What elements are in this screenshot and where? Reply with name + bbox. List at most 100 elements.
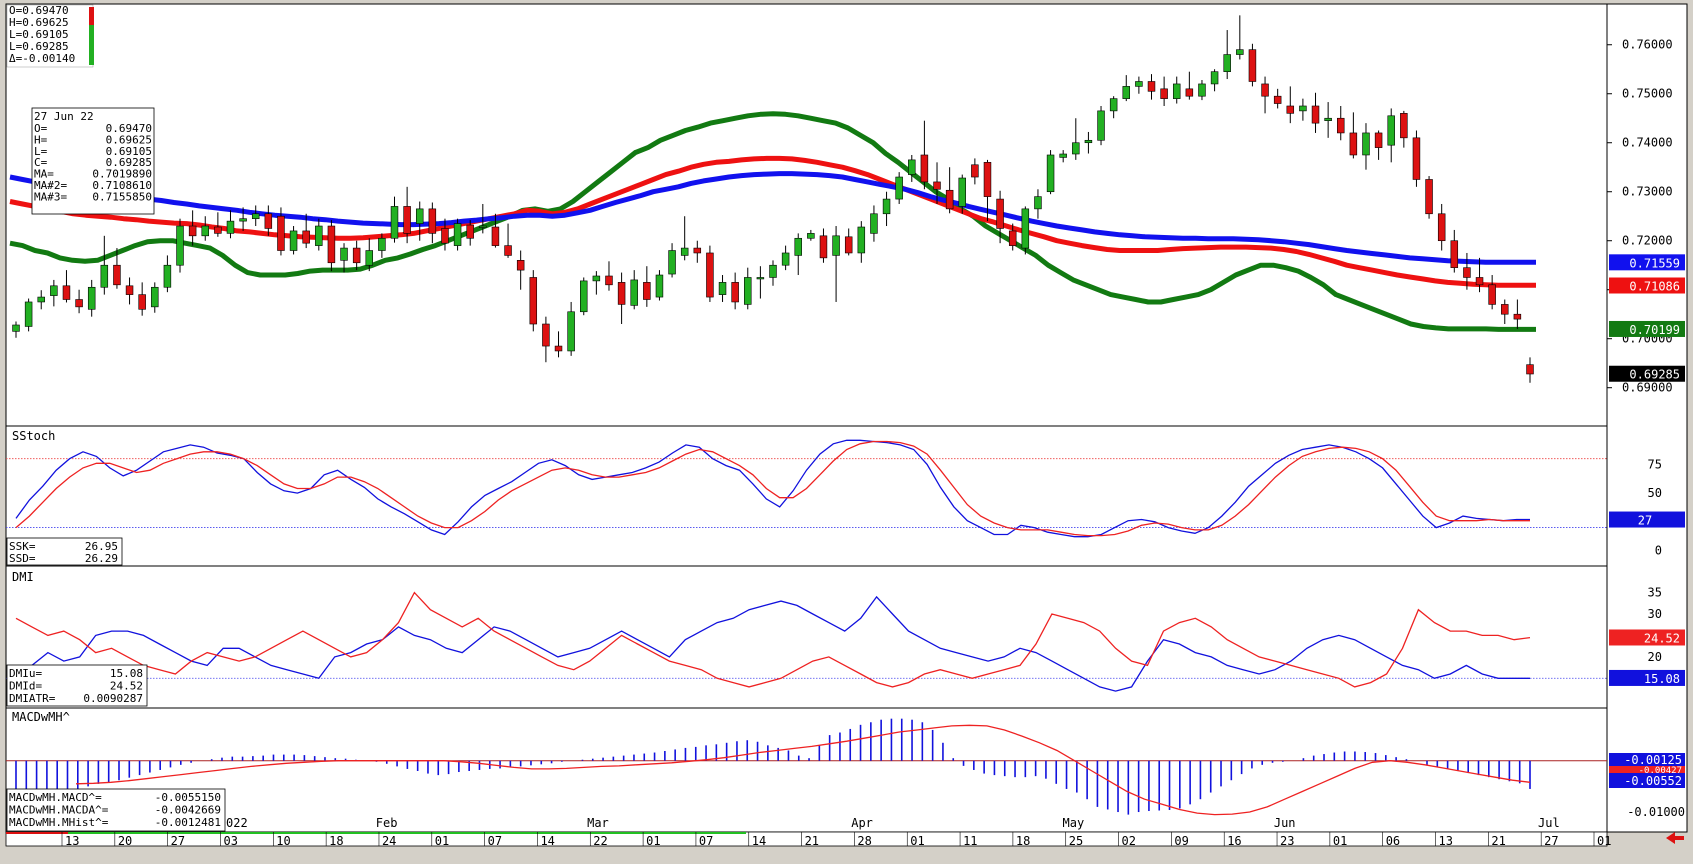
ohlc-line-last: L=0.69285 bbox=[9, 40, 69, 53]
candle-body bbox=[289, 230, 298, 251]
candle bbox=[390, 196, 399, 243]
candle-body bbox=[251, 213, 260, 219]
info-label: H= bbox=[34, 133, 48, 146]
candle-body bbox=[1311, 105, 1320, 124]
candle bbox=[1273, 88, 1282, 109]
candle bbox=[75, 289, 83, 314]
candle bbox=[1437, 203, 1446, 251]
candle-body bbox=[1046, 154, 1055, 193]
candle-body bbox=[529, 277, 538, 325]
macd-label: MACDwMH.MHist^= bbox=[9, 816, 109, 829]
candle bbox=[1311, 92, 1320, 133]
candle-body bbox=[1324, 117, 1332, 121]
dmi-label: DMId= bbox=[9, 680, 42, 693]
macd-tick-label: -0.01000 bbox=[1627, 805, 1685, 819]
dmid-value-tag: 24.52 bbox=[1644, 631, 1680, 645]
candle-body bbox=[1362, 132, 1370, 156]
candle-body bbox=[781, 252, 790, 266]
macd-signal-line bbox=[75, 724, 1531, 816]
price-tick-label: 0.76000 bbox=[1622, 38, 1673, 52]
time-label-day: 01 bbox=[1333, 834, 1347, 848]
candle-body bbox=[819, 235, 828, 259]
left-arrow-icon[interactable] bbox=[1666, 832, 1684, 844]
candle-body bbox=[340, 247, 348, 261]
candle-body bbox=[870, 213, 878, 234]
time-label-month: Mar bbox=[587, 816, 609, 830]
candle bbox=[214, 212, 222, 237]
candle bbox=[378, 233, 386, 258]
candle bbox=[971, 158, 979, 185]
candle-body bbox=[1185, 88, 1194, 97]
time-label-day: 21 bbox=[805, 834, 819, 848]
candle-body bbox=[1147, 81, 1156, 92]
price-tick-label: 0.75000 bbox=[1622, 87, 1673, 101]
close-value-tag: 0.69285 bbox=[1629, 368, 1680, 382]
candle-body bbox=[1337, 117, 1345, 134]
candle-body bbox=[693, 247, 702, 254]
time-label-day: 16 bbox=[1227, 834, 1241, 848]
candle-body bbox=[1286, 105, 1295, 114]
candle-body bbox=[807, 233, 815, 239]
candle-body bbox=[996, 198, 1004, 229]
candle-body bbox=[1223, 54, 1231, 72]
ma3-value-tag: 0.71559 bbox=[1629, 256, 1680, 270]
time-label-day: 11 bbox=[963, 834, 977, 848]
time-label-day: 18 bbox=[329, 834, 343, 848]
candle-body bbox=[554, 345, 563, 352]
candle bbox=[592, 271, 601, 295]
candle bbox=[340, 243, 348, 273]
candle-body bbox=[1450, 240, 1459, 268]
info-value: 0.7155850 bbox=[92, 190, 152, 203]
candle-body bbox=[378, 237, 386, 251]
candle bbox=[668, 243, 676, 278]
time-label-day: 14 bbox=[540, 834, 554, 848]
candle bbox=[1122, 75, 1131, 102]
candle bbox=[491, 213, 500, 248]
candle-body bbox=[24, 301, 33, 327]
candle-body bbox=[1261, 83, 1269, 97]
time-label-day: 22 bbox=[593, 834, 607, 848]
candle bbox=[1387, 108, 1395, 163]
time-label-day: 07 bbox=[699, 834, 713, 848]
candle bbox=[1463, 252, 1471, 290]
tick-label: 35 bbox=[1648, 586, 1662, 600]
value-axis bbox=[1606, 3, 1688, 833]
time-axis[interactable] bbox=[5, 831, 1608, 847]
candle-body bbox=[1488, 284, 1496, 305]
candle bbox=[1084, 131, 1093, 154]
candle bbox=[870, 205, 878, 242]
macd-label: MACDwMH.MACDA^= bbox=[9, 804, 109, 817]
candle bbox=[1059, 150, 1067, 163]
candle-body bbox=[1513, 313, 1522, 320]
candle bbox=[163, 255, 172, 293]
candle-body bbox=[895, 176, 903, 200]
candle-body bbox=[163, 264, 172, 288]
candle-body bbox=[428, 208, 437, 234]
candle bbox=[37, 290, 45, 310]
ma2-value-tag: 0.71086 bbox=[1629, 280, 1680, 294]
candle bbox=[1172, 76, 1181, 104]
info-label: MA= bbox=[34, 168, 54, 181]
candle bbox=[908, 154, 916, 182]
candle-body bbox=[479, 225, 487, 228]
stoch-pane bbox=[5, 425, 1608, 567]
candle-body bbox=[214, 226, 222, 234]
candle-body bbox=[1008, 230, 1017, 246]
info-label: MA#2= bbox=[34, 179, 67, 192]
candle-body bbox=[441, 228, 449, 244]
stoch-value: 26.95 bbox=[85, 540, 118, 553]
time-label-day: 20 bbox=[118, 834, 132, 848]
candle bbox=[415, 201, 424, 241]
candle-body bbox=[832, 235, 840, 256]
candle bbox=[832, 226, 840, 302]
candle bbox=[542, 316, 550, 363]
candle bbox=[1160, 76, 1168, 106]
candle bbox=[1034, 189, 1042, 219]
candle-body bbox=[201, 225, 209, 237]
candle-body bbox=[983, 162, 992, 197]
time-label-day: 27 bbox=[1544, 834, 1558, 848]
candle-body bbox=[668, 250, 676, 275]
price-tick-label: 0.74000 bbox=[1622, 136, 1673, 150]
info-date: 27 Jun 22 bbox=[34, 110, 94, 123]
